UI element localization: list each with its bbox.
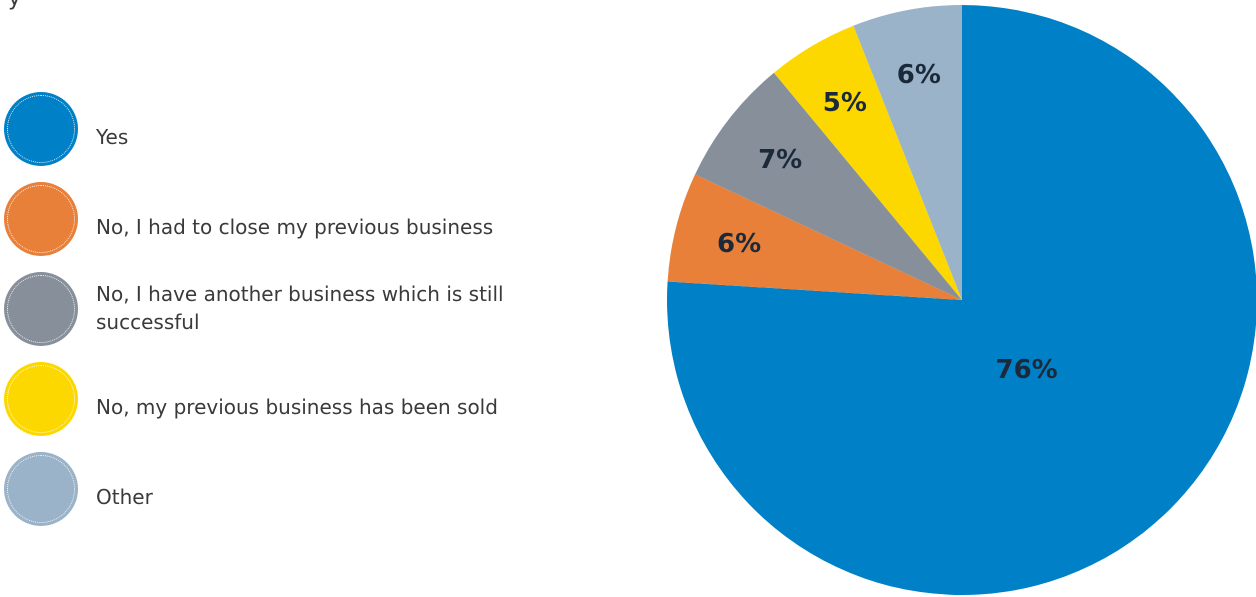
legend-item-closed: No, I had to close my previous business	[0, 182, 600, 272]
pie-label-yes: 76%	[996, 355, 1058, 385]
legend-item-other: Other	[0, 452, 600, 542]
pie-label-another: 7%	[758, 145, 802, 175]
legend-swatch-another	[4, 272, 78, 346]
legend-swatch-yes	[4, 92, 78, 166]
pie-label-sold: 5%	[823, 88, 867, 118]
legend-swatch-closed	[4, 182, 78, 256]
pie-slice-other	[853, 5, 962, 300]
legend-label-closed: No, I had to close my previous business	[96, 215, 494, 239]
legend-item-another: No, I have another business which is sti…	[0, 272, 600, 362]
legend-item-yes: Yes	[0, 92, 600, 182]
chart-title-fragment: y	[8, 0, 21, 11]
legend-label-sold: No, my previous business has been sold	[96, 395, 498, 419]
legend-swatch-sold	[4, 362, 78, 436]
legend-swatch-other	[4, 452, 78, 526]
pie-slice-closed	[667, 174, 962, 300]
pie-label-other: 6%	[897, 60, 941, 90]
legend-item-sold: No, my previous business has been sold	[0, 362, 600, 452]
legend-label-other: Other	[96, 485, 153, 509]
pie-label-closed: 6%	[717, 229, 761, 259]
pie-slice-another	[695, 72, 962, 300]
pie-slice-yes	[667, 5, 1256, 595]
legend-label-another: No, I have another business which is sti…	[96, 282, 504, 334]
legend-label-yes: Yes	[96, 125, 129, 149]
legend: Yes No, I had to close my previous busin…	[0, 92, 600, 542]
pie-slice-sold	[773, 25, 962, 300]
